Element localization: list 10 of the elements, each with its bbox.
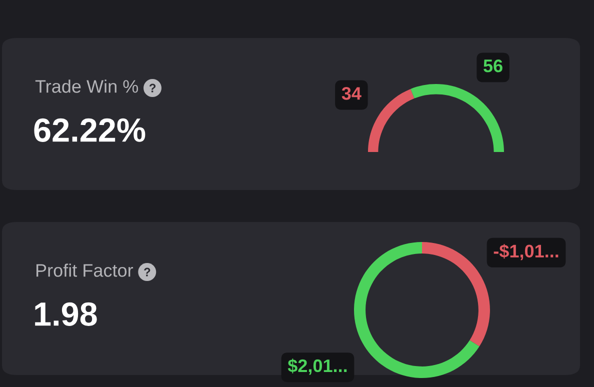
data-label: 34 (342, 87, 362, 100)
text: Profit Factor (36, 264, 134, 277)
donut-slice (422, 242, 490, 346)
donut-slice (354, 242, 480, 378)
text: 62.22% (34, 118, 146, 142)
data-label: 56 (484, 60, 502, 72)
text: Trade Win % (35, 80, 138, 93)
data-label: $2,01... (288, 358, 347, 375)
data-label: -$1,01... (494, 244, 558, 260)
text: 1.98 (35, 302, 97, 326)
